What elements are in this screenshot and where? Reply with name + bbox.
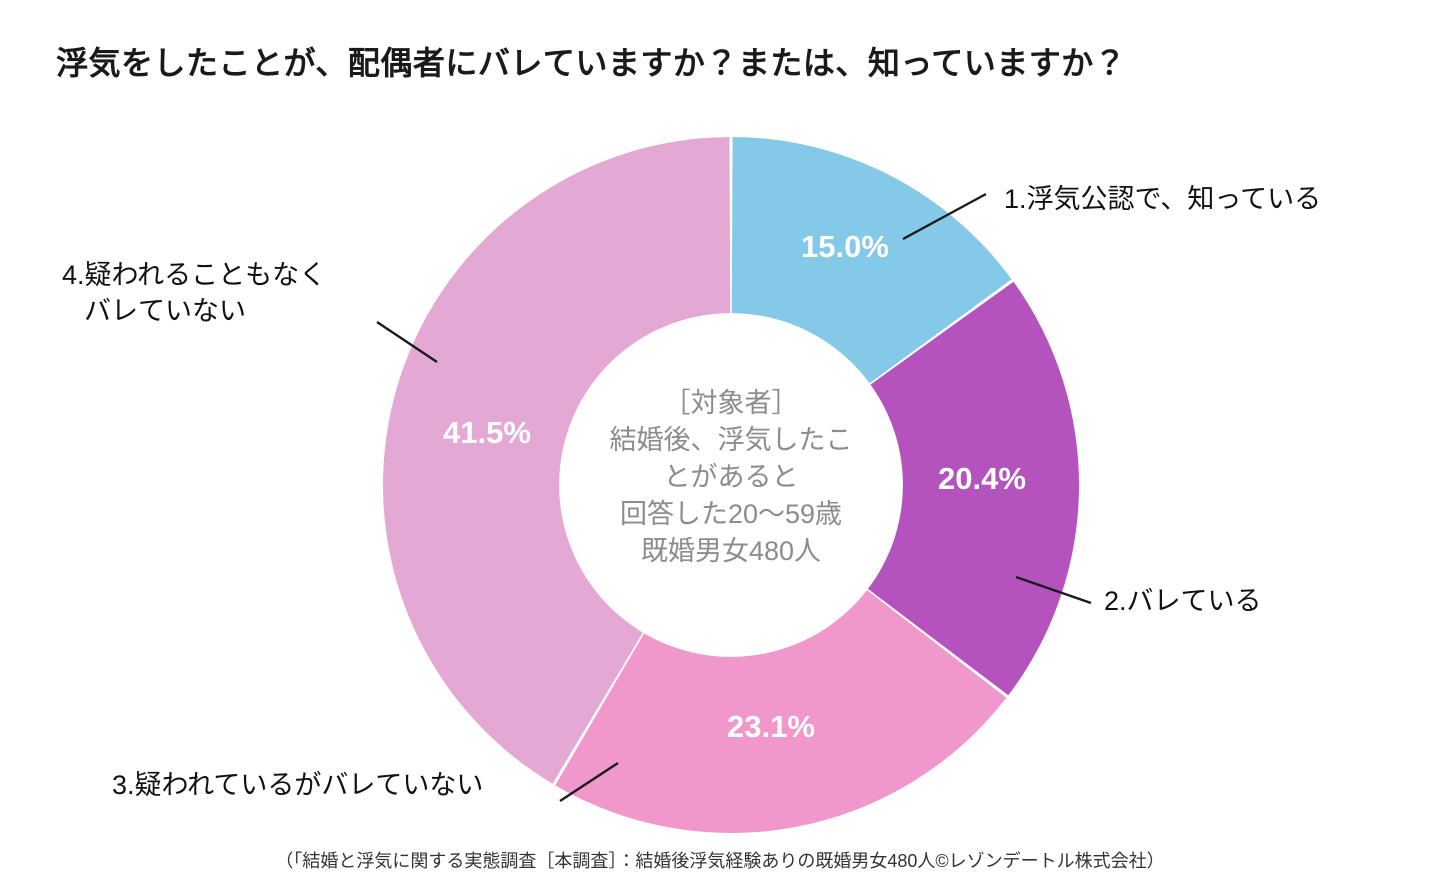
footnote: （「結婚と浮気に関する実態調査［本調査］：結婚後浮気経験ありの既婚男女480人©… <box>275 851 1165 871</box>
category-label-4-line1: 4.疑われることもなく <box>62 260 327 290</box>
callout-line-4 <box>376 321 438 363</box>
callout-line-2 <box>1015 575 1092 605</box>
slice-koninn[interactable] <box>731 137 1012 384</box>
callout-line-1 <box>902 192 987 241</box>
category-label-2: 2.バレている <box>1104 586 1262 616</box>
center-note-line-3: とがあると <box>664 462 799 492</box>
slice-value-labels: 15.0% 20.4% 23.1% 41.5% <box>443 229 1026 744</box>
slice-barete-iru[interactable] <box>867 281 1080 696</box>
slice-value-4: 41.5% <box>443 415 531 450</box>
slice-baretei-nai[interactable] <box>382 137 731 784</box>
center-note: ［対象者］ 結婚後、浮気したこ とがあると 回答した20〜59歳 既婚男女480… <box>610 388 853 566</box>
category-label-4: 4.疑われることもなくバレていない <box>62 258 326 329</box>
slice-utagawarete-iru[interactable] <box>555 590 1007 833</box>
center-note-line-2: 結婚後、浮気したこ <box>610 425 853 455</box>
slice-value-3: 23.1% <box>727 709 815 744</box>
center-note-line-1: ［対象者］ <box>664 388 799 418</box>
slice-value-1: 15.0% <box>801 229 889 264</box>
callout-line-3 <box>559 761 619 803</box>
category-label-4-line2: バレていない <box>84 295 246 326</box>
callout-lines <box>376 192 1092 803</box>
category-label-3: 3.疑われているがバレていない <box>112 770 484 800</box>
slice-value-2: 20.4% <box>938 461 1026 496</box>
category-label-1: 1.浮気公認で、知っている <box>1004 184 1322 214</box>
center-note-line-5: 既婚男女480人 <box>641 536 821 566</box>
page-title: 浮気をしたことが、配偶者にバレていますか？または、知っていますか？ <box>56 45 1127 81</box>
center-note-line-4: 回答した20〜59歳 <box>620 499 842 529</box>
donut-slices <box>382 137 1080 833</box>
